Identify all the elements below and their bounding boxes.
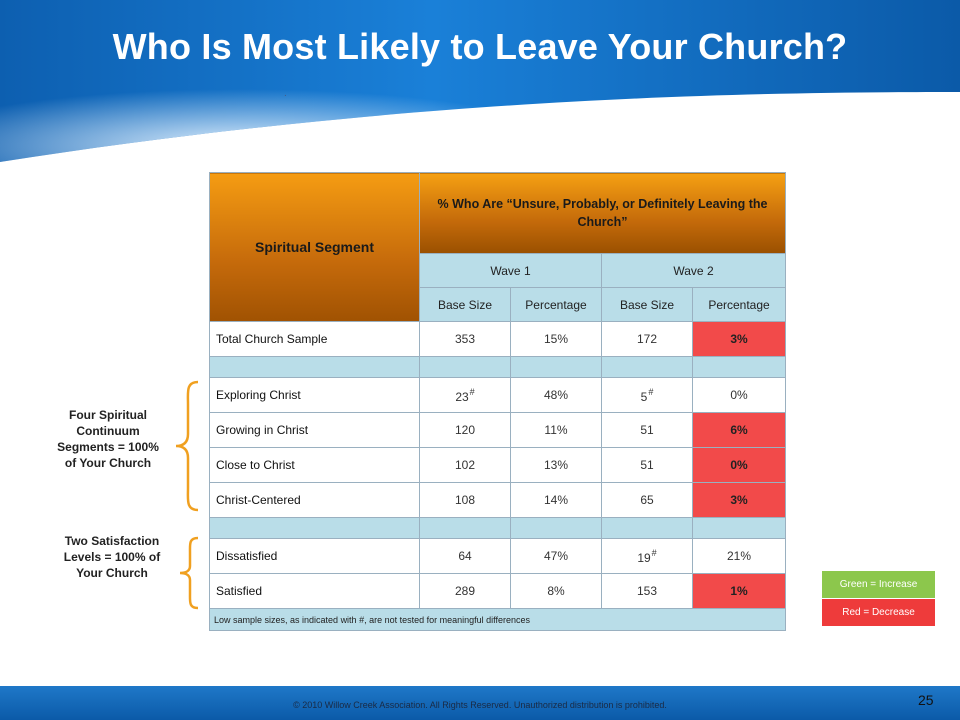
w2-base-size-header: Base Size bbox=[601, 287, 693, 322]
copyright-text: © 2010 Willow Creek Association. All Rig… bbox=[293, 700, 667, 710]
w1-pct-cell: 8% bbox=[510, 573, 602, 609]
w1-base-cell: 353 bbox=[419, 321, 511, 357]
satisfaction-brace-icon bbox=[179, 536, 199, 610]
slide-title: Who Is Most Likely to Leave Your Church? bbox=[112, 26, 848, 67]
page-number: 25 bbox=[918, 692, 934, 708]
w2-pct-cell: 6% bbox=[691, 412, 787, 448]
w2-pct-cell: 0% bbox=[691, 377, 787, 413]
w2-base-cell: 65 bbox=[601, 482, 693, 518]
table-row: Satisfied 289 8% 153 1% bbox=[209, 573, 787, 609]
w1-percentage-header: Percentage bbox=[510, 287, 602, 322]
row-label: Growing in Christ bbox=[209, 412, 420, 448]
header-band bbox=[0, 0, 960, 170]
w2-pct-cell: 21% bbox=[691, 538, 787, 574]
w2-pct-cell: 3% bbox=[691, 321, 787, 357]
row-label: Close to Christ bbox=[209, 447, 420, 483]
w2-pct-cell: 1% bbox=[691, 573, 787, 609]
wave-1-header: Wave 1 bbox=[419, 253, 602, 288]
legend-decrease: Red = Decrease bbox=[822, 599, 935, 626]
row-label: Satisfied bbox=[209, 573, 420, 609]
row-label: Christ-Centered bbox=[209, 482, 420, 518]
w2-base-cell: 51 bbox=[601, 412, 693, 448]
decorative-dot: . bbox=[284, 88, 287, 99]
footer-band bbox=[0, 686, 960, 720]
w2-base-cell: 19# bbox=[601, 538, 693, 574]
continuum-brace-icon bbox=[175, 380, 199, 512]
leaving-church-table: Spiritual Segment % Who Are “Unsure, Pro… bbox=[208, 172, 787, 631]
w1-pct-cell: 13% bbox=[510, 447, 602, 483]
w2-base-cell: 172 bbox=[601, 321, 693, 357]
w2-base-cell: 5# bbox=[601, 377, 693, 413]
table-row: Close to Christ 102 13% 51 0% bbox=[209, 447, 787, 483]
table-row: Christ-Centered 108 14% 65 3% bbox=[209, 482, 787, 518]
base-value: 23 bbox=[455, 389, 469, 404]
w1-pct-cell: 14% bbox=[510, 482, 602, 518]
w1-base-cell: 108 bbox=[419, 482, 511, 518]
continuum-segments-label: Four Spiritual Continuum Segments = 100%… bbox=[57, 408, 159, 470]
spiritual-segment-header: Spiritual Segment bbox=[209, 172, 420, 322]
base-value: 19 bbox=[637, 550, 651, 565]
row-label: Exploring Christ bbox=[209, 377, 420, 413]
w2-pct-cell: 0% bbox=[691, 447, 787, 483]
w1-pct-cell: 48% bbox=[510, 377, 602, 413]
table-row: Exploring Christ 23# 48% 5# 0% bbox=[209, 377, 787, 413]
w2-base-cell: 51 bbox=[601, 447, 693, 483]
row-label: Total Church Sample bbox=[209, 321, 420, 357]
w1-base-cell: 289 bbox=[419, 573, 511, 609]
spacer-row bbox=[209, 517, 787, 539]
w2-base-cell: 153 bbox=[601, 573, 693, 609]
low-sample-flag: # bbox=[651, 547, 657, 558]
w1-base-size-header: Base Size bbox=[419, 287, 511, 322]
w1-base-cell: 102 bbox=[419, 447, 511, 483]
low-sample-flag: # bbox=[469, 386, 475, 397]
low-sample-note: Low sample sizes, as indicated with #, a… bbox=[208, 608, 787, 631]
w1-base-cell: 23# bbox=[419, 377, 511, 413]
table-row: Growing in Christ 120 11% 51 6% bbox=[209, 412, 787, 448]
w1-pct-cell: 15% bbox=[510, 321, 602, 357]
spacer-row bbox=[209, 356, 787, 378]
w1-pct-cell: 47% bbox=[510, 538, 602, 574]
w1-pct-cell: 11% bbox=[510, 412, 602, 448]
table-row: Dissatisfied 64 47% 19# 21% bbox=[209, 538, 787, 574]
low-sample-flag: # bbox=[648, 386, 654, 397]
wave-2-header: Wave 2 bbox=[600, 253, 787, 288]
w1-base-cell: 120 bbox=[419, 412, 511, 448]
satisfaction-levels-label: Two Satisfaction Levels = 100% of Your C… bbox=[63, 534, 161, 580]
metric-header: % Who Are “Unsure, Probably, or Definite… bbox=[418, 172, 787, 254]
w2-percentage-header: Percentage bbox=[691, 287, 787, 322]
legend-increase: Green = Increase bbox=[822, 571, 935, 598]
table-row: Total Church Sample 353 15% 172 3% bbox=[209, 321, 787, 357]
w1-base-cell: 64 bbox=[419, 538, 511, 574]
base-value: 5 bbox=[640, 389, 648, 404]
w2-pct-cell: 3% bbox=[691, 482, 787, 518]
row-label: Dissatisfied bbox=[209, 538, 420, 574]
